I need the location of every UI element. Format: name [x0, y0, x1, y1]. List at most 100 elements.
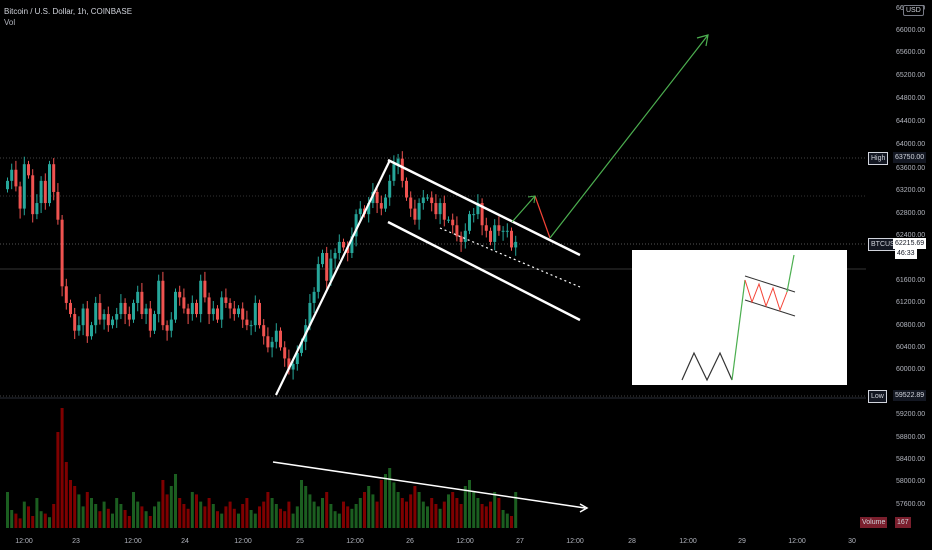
candle-body: [81, 308, 85, 326]
candle-body: [48, 164, 51, 204]
candle-body: [237, 308, 240, 315]
volume-bar: [106, 508, 110, 528]
volume-bar: [291, 513, 295, 528]
volume-bar: [358, 498, 362, 528]
candle-body: [342, 241, 345, 248]
volume-bar: [363, 492, 366, 528]
candle-body: [153, 314, 156, 331]
impulse-line: [275, 159, 391, 396]
candle-body: [476, 203, 480, 215]
volume-trend-line: [272, 461, 586, 509]
volume-bar: [90, 498, 93, 528]
volume-bar: [31, 516, 35, 528]
candle-body: [216, 308, 219, 320]
candle-body: [123, 302, 127, 315]
volume-bar: [405, 501, 408, 528]
volume-bar: [262, 501, 266, 528]
candle-body: [127, 314, 131, 320]
candle-body: [354, 214, 358, 237]
volume-bar: [333, 511, 337, 528]
volume-bar: [342, 501, 345, 528]
volume-bar: [199, 501, 203, 528]
channel-lower-line: [387, 220, 581, 322]
candle-body: [115, 314, 119, 320]
time-axis[interactable]: 12:00 23 12:00 24 12:00 25 12:00 26 12:00 27 12:00…: [0, 528, 866, 550]
time-label: 12:00: [456, 538, 474, 545]
volume-bar: [325, 492, 329, 528]
bar-countdown: 46:33: [895, 249, 917, 259]
volume-bar: [144, 511, 148, 528]
volume-bar: [216, 511, 219, 528]
volume-bar: [384, 474, 387, 528]
volume-legend-label[interactable]: Vol: [4, 18, 16, 27]
volume-bar: [337, 513, 341, 528]
volume-bar: [510, 516, 513, 528]
candle-body: [413, 208, 417, 220]
candle-body: [430, 197, 434, 204]
price-label: 58000.00: [896, 478, 926, 485]
candle-body: [186, 308, 190, 315]
candle-body: [421, 197, 425, 204]
volume-bar: [493, 492, 497, 528]
candle-body: [312, 291, 316, 303]
volume-bar: [295, 506, 299, 528]
candle-body: [111, 319, 114, 326]
volume-bar: [169, 486, 173, 528]
candle-body: [329, 258, 333, 281]
volume-bar: [451, 492, 455, 528]
candle-body: [325, 253, 329, 281]
volume-bar: [174, 474, 177, 528]
candle-body: [165, 325, 169, 331]
volume-bar: [241, 504, 245, 528]
symbol-title[interactable]: Bitcoin / U.S. Dollar, 1h, COINBASE: [4, 7, 133, 16]
volume-bar: [148, 516, 152, 528]
candle-body: [375, 191, 379, 204]
candle-body: [497, 225, 501, 231]
volume-bar: [165, 494, 169, 528]
volume-bar: [480, 504, 484, 528]
projection-arrow-icon: [527, 195, 536, 204]
price-axis[interactable]: 66400.0066000.0065600.0065200.0064800.00…: [866, 0, 932, 528]
time-label: 12:00: [234, 538, 252, 545]
currency-badge[interactable]: USD: [903, 5, 924, 16]
volume-bar: [270, 498, 274, 528]
chart-area[interactable]: [0, 0, 866, 528]
price-label: 65200.00: [896, 72, 926, 79]
candle-body: [182, 297, 186, 309]
candle-body: [283, 347, 287, 359]
volume-bar: [396, 492, 400, 528]
candle-body: [207, 297, 211, 315]
price-label: 64000.00: [896, 141, 926, 148]
candle-body: [379, 203, 383, 209]
volume-bar: [447, 494, 450, 528]
candle-body: [463, 230, 467, 242]
price-label: 60000.00: [896, 366, 926, 373]
volume-bar: [195, 494, 198, 528]
candle-body: [102, 314, 106, 320]
volume-bar: [161, 480, 165, 528]
candle-body: [262, 325, 266, 337]
time-label: 29: [738, 538, 746, 545]
volume-bar: [178, 498, 182, 528]
chart-canvas[interactable]: [0, 0, 866, 528]
candle-body: [392, 164, 396, 181]
candle-body: [98, 302, 102, 320]
volume-bar: [430, 498, 434, 528]
volume-bar: [115, 498, 119, 528]
volume-bar: [354, 504, 358, 528]
candle-body: [258, 302, 261, 326]
candle-body: [249, 325, 253, 327]
volume-bar: [421, 501, 425, 528]
low-tag-value: 59522.89: [893, 390, 927, 401]
volume-bar: [69, 480, 72, 528]
bull-flag-diagram-icon: [681, 254, 796, 382]
candle-body: [77, 325, 81, 331]
volume-bar: [434, 504, 438, 528]
candle-body: [241, 308, 245, 320]
volume-bar: [321, 498, 324, 528]
volume-bar: [10, 510, 14, 528]
time-label: 12:00: [124, 538, 142, 545]
volume-bar: [468, 480, 471, 528]
candle-body: [119, 302, 123, 315]
high-tag-value: 63750.00: [893, 152, 927, 163]
